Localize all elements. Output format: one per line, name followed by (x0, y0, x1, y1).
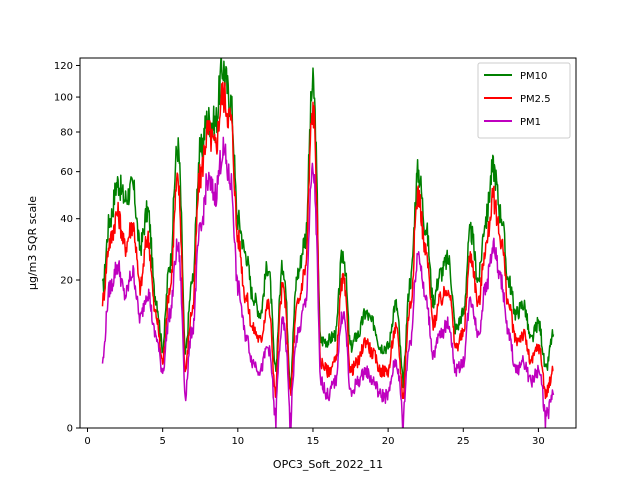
y-tick-label: 0 (67, 424, 73, 435)
x-tick-label: 10 (231, 436, 244, 447)
series-line-pm10 (101, 58, 555, 389)
legend-box (477, 62, 571, 139)
legend: PM10 PM2.5 PM1 (477, 62, 571, 139)
x-tick-label: 20 (382, 436, 395, 447)
y-axis-title: µg/m3 SQR scale (26, 196, 39, 290)
series-line-pm25 (101, 81, 554, 400)
legend-label-pm1: PM1 (520, 117, 541, 128)
x-axis: 0 5 10 15 20 25 30 (84, 428, 545, 447)
y-tick-label: 120 (54, 61, 73, 72)
x-tick-label: 15 (307, 436, 320, 447)
y-tick-label: 60 (60, 167, 73, 178)
y-tick-label: 80 (60, 128, 73, 139)
x-tick-label: 5 (159, 436, 165, 447)
series-layer (101, 58, 555, 428)
plot-area-frame (79, 57, 577, 429)
legend-label-pm10: PM10 (520, 71, 547, 82)
x-tick-label: 30 (532, 436, 545, 447)
y-axis: 0 20 40 60 80 100 120 (54, 61, 80, 435)
y-tick-label: 20 (60, 276, 73, 287)
x-axis-title: OPC3_Soft_2022_11 (273, 458, 383, 471)
legend-label-pm25: PM2.5 (520, 94, 551, 105)
series-line-pm1 (101, 136, 555, 428)
x-tick-label: 25 (457, 436, 470, 447)
y-tick-label: 40 (60, 214, 73, 225)
x-tick-label: 0 (84, 436, 90, 447)
y-tick-label: 100 (54, 93, 73, 104)
